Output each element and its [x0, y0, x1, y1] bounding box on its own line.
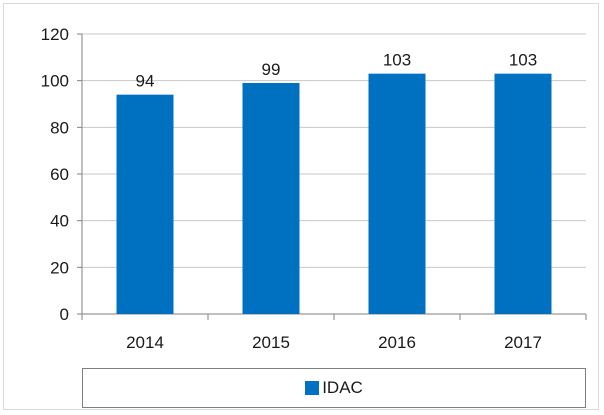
- x-tick-label: 2016: [378, 333, 416, 352]
- legend-label: IDAC: [322, 378, 363, 397]
- bar-2014: [116, 94, 174, 315]
- data-label: 99: [262, 60, 281, 79]
- y-tick-label: 60: [50, 165, 69, 184]
- data-label: 103: [509, 51, 537, 70]
- bars: [116, 73, 552, 315]
- data-label: 94: [136, 72, 155, 91]
- x-tick-label: 2015: [252, 333, 290, 352]
- bar-2016: [368, 73, 426, 315]
- y-tick-label: 40: [50, 212, 69, 231]
- x-tick-label: 2017: [504, 333, 542, 352]
- data-labels: 94 99 103 103: [136, 51, 538, 91]
- y-tick-label: 100: [41, 72, 69, 91]
- y-tick-label: 80: [50, 118, 69, 137]
- x-tick-label: 2014: [126, 333, 164, 352]
- y-tick-label: 120: [41, 25, 69, 44]
- legend: IDAC: [82, 368, 586, 408]
- bar-2017: [494, 73, 552, 315]
- y-tick-label: 0: [60, 305, 69, 324]
- x-tick-labels: 2014 2015 2016 2017: [126, 333, 542, 352]
- data-label: 103: [383, 51, 411, 70]
- bar-2015: [242, 83, 300, 314]
- y-tick-labels: 0 20 40 60 80 100 120: [41, 25, 69, 324]
- legend-swatch: [305, 381, 320, 395]
- legend-item-idac: IDAC: [305, 378, 363, 398]
- y-tick-label: 20: [50, 258, 69, 277]
